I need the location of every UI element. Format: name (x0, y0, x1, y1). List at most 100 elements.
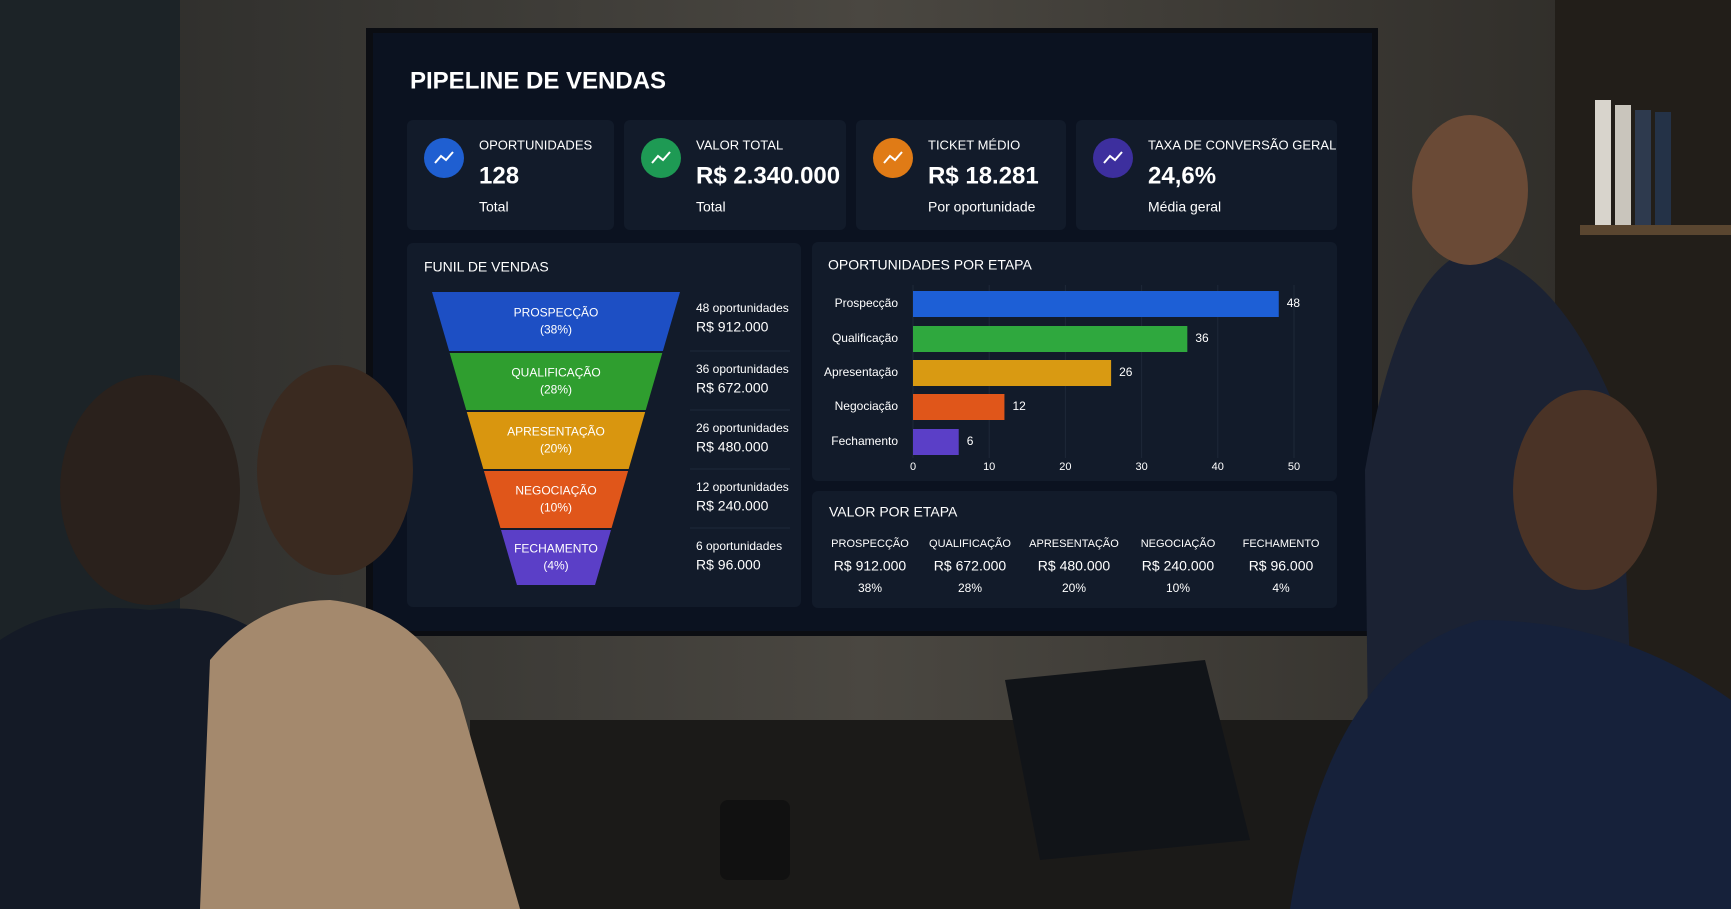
funnel-segment (501, 530, 611, 585)
book (1655, 112, 1671, 225)
funnel-amount: R$ 96.000 (696, 557, 761, 573)
stage-name: NEGOCIAÇÃO (1141, 537, 1216, 550)
funnel-stage: PROSPECÇÃO (514, 306, 599, 320)
y-tick-label: Qualificação (832, 331, 898, 345)
x-tick-label: 30 (1135, 461, 1147, 473)
funnel-count: 12 oportunidades (696, 480, 789, 494)
y-tick-label: Apresentação (824, 365, 898, 379)
kpi-label: OPORTUNIDADES (479, 137, 592, 152)
bar (913, 291, 1279, 317)
kpi-icon-glyph (434, 151, 454, 164)
panel-title: OPORTUNIDADES POR ETAPA (828, 257, 1032, 273)
kpi-card (624, 120, 846, 230)
book (1615, 105, 1631, 225)
kpi-row: OPORTUNIDADES 128 Total VALOR TOTAL R$ 2.340… (407, 120, 1337, 230)
value-by-stage: PROSPECÇÃO R$ 912.000 38% QUALIFICAÇÃO R$ 67… (831, 537, 1320, 595)
stage-amount: R$ 912.000 (834, 558, 907, 574)
funnel-count: 6 oportunidades (696, 539, 782, 553)
funnel-segment (483, 471, 629, 528)
funnel-stage: NEGOCIAÇÃO (515, 484, 596, 498)
funnel-percent: (10%) (540, 501, 572, 515)
person-woman (200, 600, 520, 909)
person-presenter-head (1412, 115, 1528, 265)
x-tick-label: 20 (1059, 461, 1071, 473)
x-tick-label: 50 (1288, 461, 1300, 473)
stage-amount: R$ 672.000 (934, 558, 1007, 574)
funnel-count: 36 oportunidades (696, 362, 789, 376)
funnel-percent: (20%) (540, 442, 572, 456)
laptop (1005, 660, 1250, 860)
bar-value-label: 48 (1287, 296, 1301, 310)
stage-name: QUALIFICAÇÃO (929, 537, 1011, 550)
kpi-icon-glyph (883, 151, 903, 164)
funnel-amount: R$ 912.000 (696, 319, 769, 335)
bar-value-label: 12 (1012, 399, 1026, 413)
stage-share: 20% (1062, 581, 1086, 595)
person-right (1290, 620, 1731, 909)
bar (913, 360, 1112, 386)
kpi-label: VALOR TOTAL (696, 137, 783, 152)
kpi-value: R$ 18.281 (928, 162, 1039, 189)
y-tick-label: Fechamento (831, 434, 898, 448)
book (1595, 100, 1611, 225)
stage-name: APRESENTAÇÃO (1029, 537, 1119, 550)
kpi-value: 128 (479, 162, 519, 189)
kpi-note: Média geral (1148, 199, 1221, 215)
funnel-segment (449, 353, 663, 410)
shelf-board (1580, 225, 1731, 235)
kpi-label: TICKET MÉDIO (928, 137, 1020, 152)
kpi-label: TAXA DE CONVERSÃO GERAL (1148, 137, 1336, 152)
funnel-count: 26 oportunidades (696, 421, 789, 435)
funnel-percent: (28%) (540, 383, 572, 397)
bar-chart: 0 10 20 30 40 50 Prospecção 48 Qualificação 36 Apr… (824, 285, 1300, 473)
y-tick-label: Negociação (835, 399, 899, 413)
stage-share: 4% (1272, 581, 1290, 595)
stage-share: 38% (858, 581, 882, 595)
kpi-value: R$ 2.340.000 (696, 162, 840, 189)
funnel-percent: (4%) (543, 559, 568, 573)
person-left-head (60, 375, 240, 605)
funnel-stage: FECHAMENTO (514, 542, 598, 556)
stage-share: 28% (958, 581, 982, 595)
x-tick-label: 40 (1212, 461, 1224, 473)
stage-name: FECHAMENTO (1243, 538, 1320, 550)
funnel-segment (432, 292, 680, 351)
panel-title: FUNIL DE VENDAS (424, 259, 549, 275)
stage-amount: R$ 480.000 (1038, 558, 1111, 574)
bar-value-label: 26 (1119, 365, 1133, 379)
funnel: PROSPECÇÃO (38%) 48 oportunidades R$ 912.00… (432, 292, 790, 585)
book (1635, 110, 1651, 225)
funnel-segment (466, 412, 646, 469)
kpi-card (1076, 120, 1337, 230)
funnel-count: 48 oportunidades (696, 301, 789, 315)
person-right-head (1513, 390, 1657, 590)
mug (720, 800, 790, 880)
kpi-note: Total (479, 199, 509, 215)
bar (913, 429, 959, 455)
x-tick-label: 10 (983, 461, 995, 473)
bar-value-label: 6 (967, 434, 974, 448)
funnel-stage: APRESENTAÇÃO (507, 425, 605, 439)
kpi-note: Total (696, 199, 726, 215)
funnel-amount: R$ 480.000 (696, 439, 769, 455)
funnel-amount: R$ 672.000 (696, 380, 769, 396)
bar-value-label: 36 (1195, 331, 1209, 345)
stage-amount: R$ 240.000 (1142, 558, 1215, 574)
value-panel (812, 491, 1337, 608)
funnel-stage: QUALIFICAÇÃO (511, 366, 600, 380)
stage-name: PROSPECÇÃO (831, 537, 909, 550)
funnel-percent: (38%) (540, 323, 572, 337)
y-tick-label: Prospecção (835, 296, 899, 310)
dashboard-title: PIPELINE DE VENDAS (410, 67, 666, 94)
kpi-icon-glyph (1103, 151, 1123, 164)
kpi-note: Por oportunidade (928, 199, 1036, 215)
person-woman-head (257, 365, 413, 575)
kpi-value: 24,6% (1148, 162, 1216, 189)
stage-share: 10% (1166, 581, 1190, 595)
funnel-amount: R$ 240.000 (696, 498, 769, 514)
kpi-icon-glyph (651, 151, 671, 164)
x-tick-label: 0 (910, 461, 916, 473)
stage-amount: R$ 96.000 (1249, 558, 1314, 574)
